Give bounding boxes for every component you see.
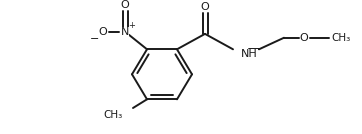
Text: CH₃: CH₃	[104, 110, 123, 120]
Text: O: O	[201, 2, 209, 12]
Text: O: O	[300, 33, 308, 43]
Text: +: +	[129, 21, 135, 30]
Text: CH₃: CH₃	[331, 33, 350, 43]
Text: O: O	[98, 27, 108, 37]
Text: NH: NH	[241, 49, 258, 59]
Text: N: N	[121, 27, 129, 37]
Text: O: O	[121, 0, 129, 10]
Text: −: −	[90, 34, 100, 44]
